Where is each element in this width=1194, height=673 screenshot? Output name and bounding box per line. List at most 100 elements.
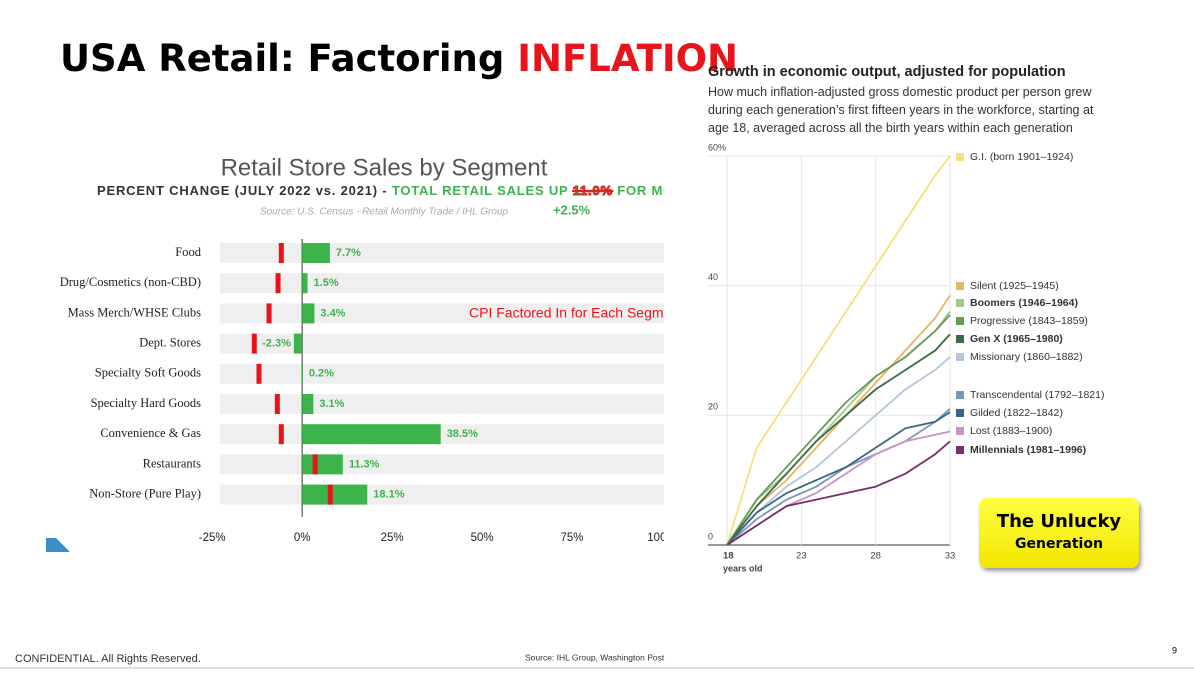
y-tick-label: Dept. Stores <box>139 335 201 349</box>
row-band <box>220 484 664 505</box>
x-tick-label: 0% <box>294 532 311 544</box>
x-tick-label: -25% <box>199 532 226 544</box>
x-tick-label: 33 <box>945 551 956 562</box>
x-tick-label: 23 <box>796 551 807 562</box>
marker <box>251 333 257 354</box>
x-tick-label: 28 <box>870 551 881 562</box>
y-tick-label: Drug/Cosmetics (non-CBD) <box>60 275 201 289</box>
bar <box>302 243 330 263</box>
y-tick-label: Non-Store (Pure Play) <box>89 486 201 500</box>
legend-label: Progressive (1843–1859) <box>970 315 1088 327</box>
bar <box>302 484 368 505</box>
legend-swatch <box>956 335 964 343</box>
marker <box>274 394 280 414</box>
source: Source: IHL Group, Washington Post <box>525 652 665 662</box>
legend-swatch <box>956 353 964 361</box>
logo <box>46 538 70 552</box>
row-band <box>220 303 664 324</box>
legend-swatch <box>956 282 964 290</box>
series-line <box>726 408 951 546</box>
series-line <box>726 356 951 546</box>
x-tick-label: 75% <box>561 532 584 544</box>
chart-2: Growth in economic output, adjusted for … <box>708 64 1104 573</box>
value-label: 3.4% <box>320 307 345 319</box>
series-line <box>726 440 951 546</box>
callout-line: Generation <box>1015 536 1103 552</box>
legend-swatch <box>956 153 964 161</box>
legend-swatch <box>956 446 964 454</box>
value-label: 38.5% <box>447 428 478 440</box>
x-tick-label: 25% <box>381 532 404 544</box>
y-tick-label: Food <box>175 245 201 259</box>
legend-label: Transcendental (1792–1821) <box>970 389 1104 401</box>
slide-title: USA Retail: Factoring INFLATION <box>60 37 738 80</box>
legend-label: Silent (1925–1945) <box>970 280 1059 292</box>
legend-label: Missionary (1860–1882) <box>970 351 1083 363</box>
marker <box>327 484 333 505</box>
legend-swatch <box>956 299 964 307</box>
series-line <box>726 333 951 546</box>
series-line <box>726 411 951 546</box>
legend-swatch <box>956 427 964 435</box>
value-label: 7.7% <box>336 247 361 259</box>
chart-title: Growth in economic output, adjusted for … <box>708 64 1066 80</box>
x-axis-label: years old <box>723 563 763 573</box>
chart-subtitle: PERCENT CHANGE (JULY 2022 vs. 2021) - TO… <box>97 183 703 198</box>
series-line <box>726 155 951 546</box>
callout: The Unlucky Generation <box>979 498 1139 568</box>
row-band <box>220 273 664 294</box>
x-tick-label: 18 <box>723 551 734 562</box>
row-band <box>220 454 664 475</box>
legend-label: Gilded (1822–1842) <box>970 407 1063 419</box>
legend-label: Boomers (1946–1964) <box>970 297 1078 309</box>
bar <box>293 333 303 354</box>
page-number: 9 <box>1172 645 1177 655</box>
x-tick-label: 50% <box>471 532 494 544</box>
y-tick-label: Mass Merch/WHSE Clubs <box>68 305 201 319</box>
marker <box>312 454 318 475</box>
bar <box>302 454 343 475</box>
bar <box>302 394 314 414</box>
y-tick-label: 0 <box>708 531 713 541</box>
callout-line: The Unlucky <box>996 511 1122 532</box>
bar <box>302 363 303 384</box>
y-tick-label: Specialty Hard Goods <box>91 396 202 410</box>
chart-title: Retail Store Sales by Segment <box>221 154 548 181</box>
value-label: -2.3% <box>262 338 291 350</box>
series-line <box>726 294 951 546</box>
legend-label: Lost (1883–1900) <box>970 425 1052 437</box>
row-band <box>220 363 664 384</box>
row-band <box>220 333 664 354</box>
legend-swatch <box>956 317 964 325</box>
value-label: 11.3% <box>349 458 380 470</box>
y-tick-label: 20 <box>708 402 718 412</box>
marker <box>256 363 262 384</box>
value-label: 18.1% <box>373 489 404 501</box>
chart-subtitle: How much inflation-adjusted gross domest… <box>708 85 1094 135</box>
marker <box>278 243 284 263</box>
annotation: CPI Factored In for Each Segment <box>469 305 683 321</box>
row-band <box>220 243 664 263</box>
legend-label: Millennials (1981–1996) <box>970 444 1086 456</box>
marker <box>278 424 284 445</box>
series-line <box>726 314 951 546</box>
chart-source: Source: U.S. Census - Retail Monthly Tra… <box>260 207 509 218</box>
bar <box>302 303 315 324</box>
bar <box>302 273 308 294</box>
legend-label: Gen X (1965–1980) <box>970 333 1063 345</box>
legend-swatch <box>956 409 964 417</box>
y-tick-label: Specialty Soft Goods <box>95 366 201 380</box>
y-tick-label: 60% <box>708 142 726 152</box>
footer: CONFIDENTIAL. All Rights Reserved. <box>15 653 201 665</box>
y-tick-label: Convenience & Gas <box>100 426 201 440</box>
bar <box>302 424 441 445</box>
legend-label: G.I. (born 1901–1924) <box>970 151 1073 163</box>
marker <box>266 303 272 324</box>
value-label: 3.1% <box>319 398 344 410</box>
row-band <box>220 424 664 445</box>
value-label: 0.2% <box>309 368 334 380</box>
y-tick-label: Restaurants <box>143 456 201 470</box>
row-band <box>220 394 664 414</box>
annotation: +2.5% <box>553 202 591 217</box>
